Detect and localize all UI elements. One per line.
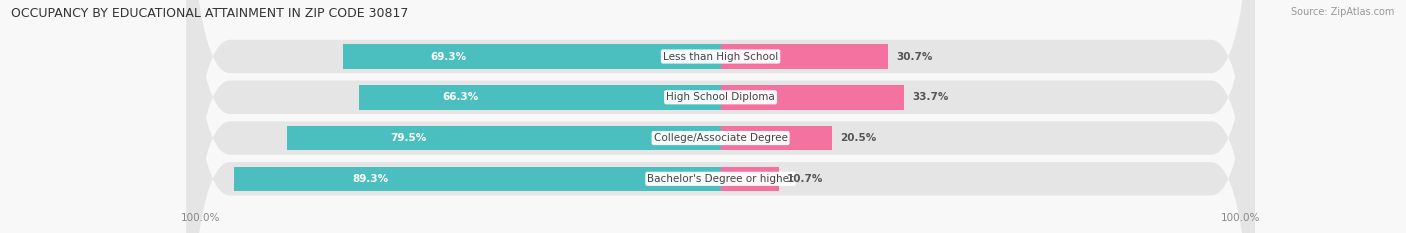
- Bar: [343, 44, 721, 69]
- Bar: [721, 126, 832, 150]
- FancyBboxPatch shape: [187, 0, 1254, 233]
- Text: 66.3%: 66.3%: [443, 92, 478, 102]
- Text: College/Associate Degree: College/Associate Degree: [654, 133, 787, 143]
- FancyBboxPatch shape: [187, 0, 1254, 233]
- Bar: [287, 126, 721, 150]
- Text: Source: ZipAtlas.com: Source: ZipAtlas.com: [1291, 7, 1395, 17]
- Text: Less than High School: Less than High School: [664, 51, 778, 62]
- Bar: [233, 167, 721, 191]
- Text: 100.0%: 100.0%: [1220, 213, 1260, 223]
- Text: 33.7%: 33.7%: [912, 92, 949, 102]
- Text: 100.0%: 100.0%: [181, 213, 221, 223]
- Bar: [721, 167, 779, 191]
- Bar: [360, 85, 721, 110]
- Text: 89.3%: 89.3%: [353, 174, 388, 184]
- Bar: [721, 44, 887, 69]
- Text: 10.7%: 10.7%: [787, 174, 824, 184]
- Bar: [721, 85, 904, 110]
- FancyBboxPatch shape: [187, 0, 1254, 233]
- FancyBboxPatch shape: [187, 0, 1254, 233]
- Text: 69.3%: 69.3%: [430, 51, 467, 62]
- Text: OCCUPANCY BY EDUCATIONAL ATTAINMENT IN ZIP CODE 30817: OCCUPANCY BY EDUCATIONAL ATTAINMENT IN Z…: [11, 7, 409, 20]
- Text: 79.5%: 79.5%: [391, 133, 427, 143]
- Text: High School Diploma: High School Diploma: [666, 92, 775, 102]
- Text: 30.7%: 30.7%: [896, 51, 932, 62]
- Text: Bachelor's Degree or higher: Bachelor's Degree or higher: [647, 174, 794, 184]
- Text: 20.5%: 20.5%: [841, 133, 877, 143]
